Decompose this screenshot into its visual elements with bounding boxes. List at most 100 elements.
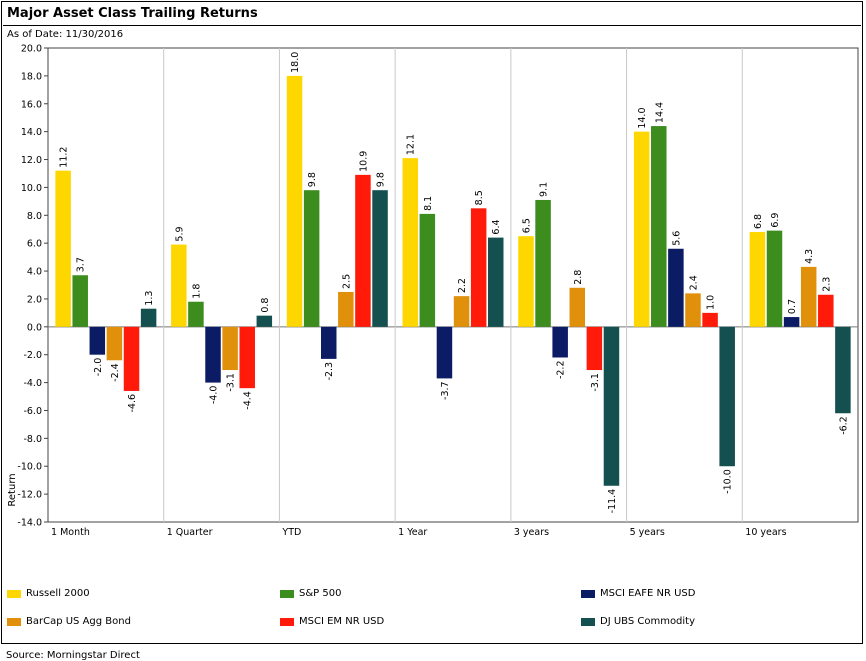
x-tick-label: 1 Month	[51, 527, 90, 538]
chart-title: Major Asset Class Trailing Returns	[7, 6, 258, 21]
data-label: 8.1	[423, 196, 434, 211]
bar	[436, 326, 453, 379]
bar	[702, 312, 718, 327]
data-label: -10.0	[723, 469, 734, 494]
bar	[72, 275, 88, 327]
y-tick-label: 10.0	[21, 183, 42, 194]
y-tick-label: -12.0	[17, 490, 42, 501]
bar	[569, 287, 586, 327]
data-label: -4.6	[127, 394, 138, 413]
data-label: 2.4	[688, 275, 699, 290]
title-divider	[3, 25, 861, 26]
y-tick-label: 8.0	[27, 211, 42, 222]
data-label: -6.2	[838, 416, 849, 435]
data-label: -3.1	[590, 373, 601, 392]
bar	[286, 75, 303, 327]
bar	[140, 308, 157, 327]
data-label: -2.3	[324, 362, 335, 381]
bar	[586, 326, 603, 371]
bar	[651, 126, 667, 327]
bar	[419, 213, 436, 327]
y-tick-label: -4.0	[23, 378, 42, 389]
y-tick-label: -2.0	[23, 350, 42, 361]
data-label: -2.4	[110, 363, 121, 382]
bar	[552, 326, 568, 358]
y-tick-label: -8.0	[23, 434, 42, 445]
bar	[256, 315, 273, 327]
bar	[205, 326, 221, 383]
data-label: 12.1	[406, 134, 417, 155]
y-tick-label: 6.0	[27, 239, 42, 250]
bar	[372, 190, 388, 327]
x-tick-label: 3 years	[514, 527, 549, 538]
y-tick-label: 16.0	[21, 99, 42, 110]
x-tick-label: 1 Year	[398, 527, 427, 538]
as-of-date: As of Date: 11/30/2016	[7, 29, 124, 40]
bar	[171, 244, 187, 327]
data-label: 2.3	[821, 277, 832, 292]
x-tick-label: 1 Quarter	[167, 527, 213, 538]
data-label: 10.9	[358, 151, 369, 172]
data-label: 5.6	[671, 231, 682, 246]
bar	[470, 208, 487, 327]
bar	[835, 326, 851, 414]
bar	[355, 174, 371, 327]
data-label: 2.2	[457, 278, 468, 293]
bar	[749, 232, 766, 327]
data-label: 0.7	[787, 299, 798, 314]
bar	[303, 190, 320, 327]
data-label: 8.5	[474, 190, 485, 205]
y-axis-label: Return	[7, 473, 18, 506]
data-label: 1.0	[706, 295, 717, 310]
data-label: 9.1	[539, 182, 550, 197]
x-tick-label: 10 years	[745, 527, 786, 538]
data-label: -2.2	[556, 360, 567, 379]
bar	[800, 266, 817, 327]
bar	[320, 326, 337, 359]
data-label: 3.7	[76, 257, 87, 272]
bar	[603, 326, 620, 486]
data-label: 1.3	[144, 291, 155, 306]
y-tick-label: -10.0	[17, 462, 42, 473]
y-tick-label: 14.0	[21, 127, 42, 138]
y-tick-label: 18.0	[21, 71, 42, 82]
data-label: 0.8	[260, 298, 271, 313]
bar	[633, 131, 650, 327]
data-label: 2.8	[573, 270, 584, 285]
data-label: 6.9	[770, 213, 781, 228]
data-label: -3.7	[440, 381, 451, 400]
bar	[55, 170, 71, 327]
bar	[222, 326, 238, 371]
bar	[239, 326, 255, 389]
data-label: 14.0	[637, 107, 648, 128]
bar	[488, 237, 504, 327]
data-label: 6.8	[753, 214, 764, 229]
data-label: 2.5	[341, 274, 352, 289]
bar	[338, 291, 354, 327]
data-label: 14.4	[654, 102, 665, 123]
y-tick-label: 2.0	[27, 294, 42, 305]
bar	[783, 317, 800, 327]
data-label: 6.5	[521, 218, 532, 233]
x-tick-label: YTD	[281, 527, 301, 538]
data-label: 5.9	[174, 226, 185, 241]
data-label: -4.4	[243, 391, 254, 410]
bar	[453, 296, 470, 327]
bar	[518, 236, 534, 327]
plot-area	[47, 47, 859, 523]
bar	[188, 301, 204, 327]
data-label: -11.4	[607, 489, 618, 514]
chart-frame	[1, 1, 863, 644]
data-label: 9.8	[376, 172, 387, 187]
data-label: 9.8	[307, 172, 318, 187]
data-label: -3.1	[226, 373, 237, 392]
bar	[89, 326, 106, 355]
data-label: 1.8	[191, 284, 202, 299]
data-label: -4.0	[209, 386, 220, 405]
bar	[685, 293, 701, 327]
bar	[535, 199, 551, 327]
bar	[719, 326, 735, 467]
data-label: 11.2	[59, 147, 70, 168]
data-label: 4.3	[804, 249, 815, 264]
